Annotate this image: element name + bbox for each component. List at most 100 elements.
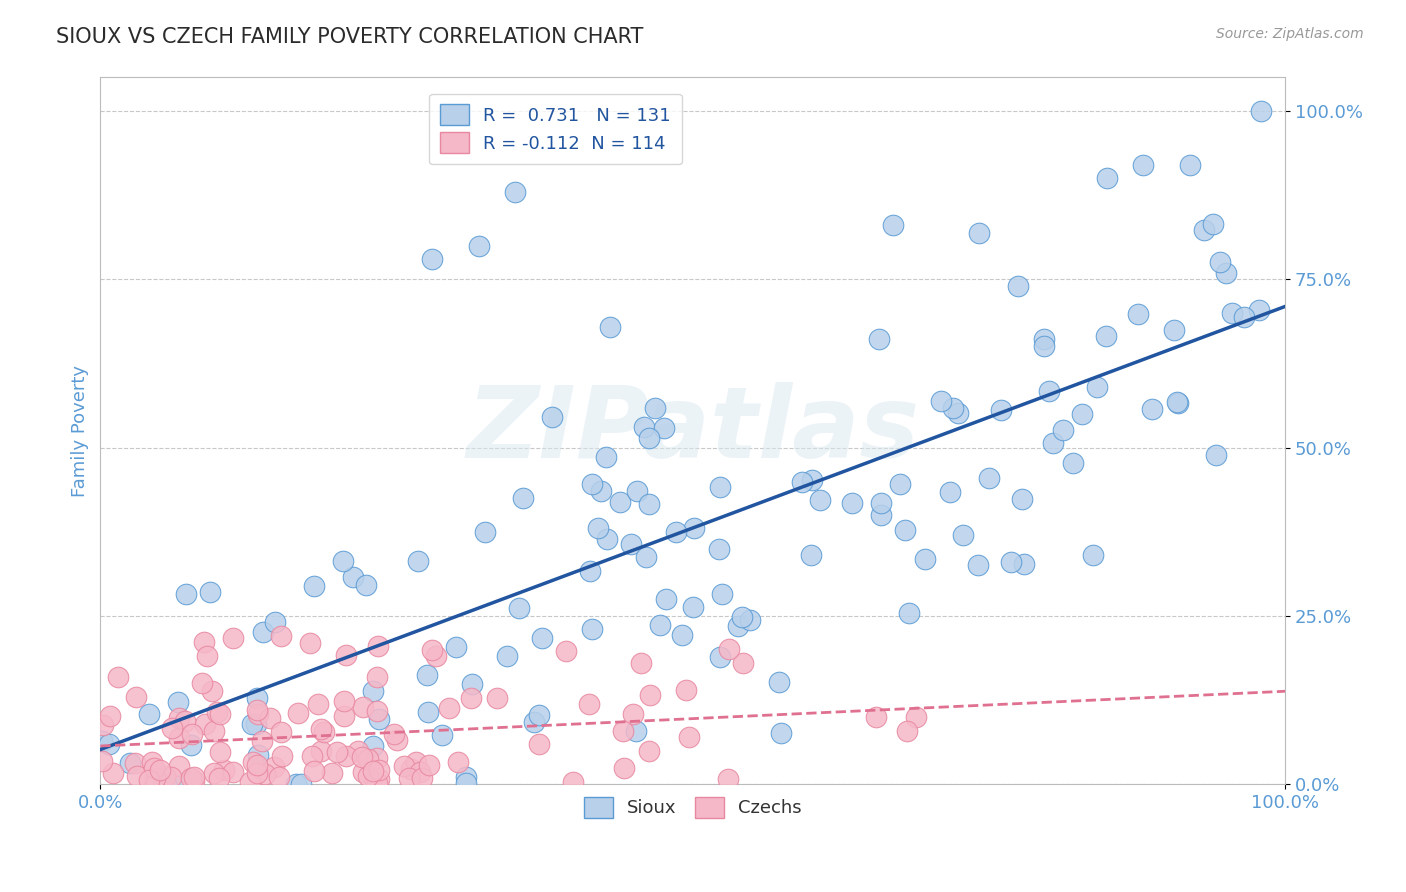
Point [1011,492,1033,507]
Point [1192,223,1215,237]
Point [298,636,321,650]
Point [366,704,388,718]
Point [193,634,215,648]
Point [422,642,444,657]
Point [1038,384,1060,399]
Point [366,670,388,684]
Point [621,706,644,721]
Point [167,731,190,745]
Point [167,758,190,772]
Point [174,714,197,728]
Point [118,756,141,770]
Point [246,703,269,717]
Point [1062,456,1084,470]
Point [411,772,433,786]
Point [648,617,671,632]
Point [125,690,148,705]
Point [578,564,600,578]
Point [270,748,292,763]
Point [1167,396,1189,410]
Point [630,657,652,671]
Point [709,542,731,557]
Point [613,761,636,775]
Point [682,599,704,614]
Point [332,554,354,568]
Point [929,393,952,408]
Point [946,406,969,420]
Point [149,763,172,777]
Point [202,765,225,780]
Point [896,723,918,738]
Point [1249,302,1271,317]
Point [366,776,388,790]
Point [671,628,693,642]
Point [1132,158,1154,172]
Point [904,710,927,724]
Point [581,622,603,636]
Point [599,319,621,334]
Point [214,763,236,777]
Point [447,756,470,770]
Point [731,610,754,624]
Point [1033,339,1056,353]
Point [254,767,277,781]
Point [263,759,285,773]
Point [385,733,408,747]
Point [555,644,578,658]
Point [675,683,697,698]
Point [194,716,217,731]
Point [810,493,832,508]
Point [589,483,612,498]
Point [246,758,269,772]
Point [1070,408,1092,422]
Point [125,768,148,782]
Point [245,717,267,731]
Point [208,771,231,785]
Point [202,724,225,739]
Point [238,774,260,789]
Point [183,774,205,789]
Point [588,521,610,535]
Point [357,769,380,783]
Point [527,708,550,723]
Point [162,721,184,735]
Point [180,726,202,740]
Point [665,525,688,540]
Point [107,670,129,684]
Point [309,722,332,736]
Point [841,496,863,510]
Point [342,570,364,584]
Point [138,706,160,721]
Point [352,699,374,714]
Point [496,649,519,664]
Point [1233,310,1256,324]
Point [312,725,335,739]
Point [1250,104,1272,119]
Point [201,684,224,698]
Point [1000,555,1022,569]
Point [1042,436,1064,450]
Point [460,690,482,705]
Point [270,724,292,739]
Point [222,764,245,779]
Point [207,705,229,719]
Point [446,640,468,654]
Point [198,585,221,599]
Point [247,706,270,721]
Point [1205,448,1227,462]
Point [91,734,114,748]
Point [180,738,202,752]
Point [90,755,112,769]
Point [942,401,965,415]
Point [346,744,368,758]
Point [952,528,974,542]
Point [408,554,430,568]
Point [562,775,585,789]
Point [792,475,814,489]
Point [456,776,478,790]
Point [612,723,634,738]
Point [405,755,427,769]
Point [468,239,491,253]
Point [246,691,269,706]
Point [636,549,658,564]
